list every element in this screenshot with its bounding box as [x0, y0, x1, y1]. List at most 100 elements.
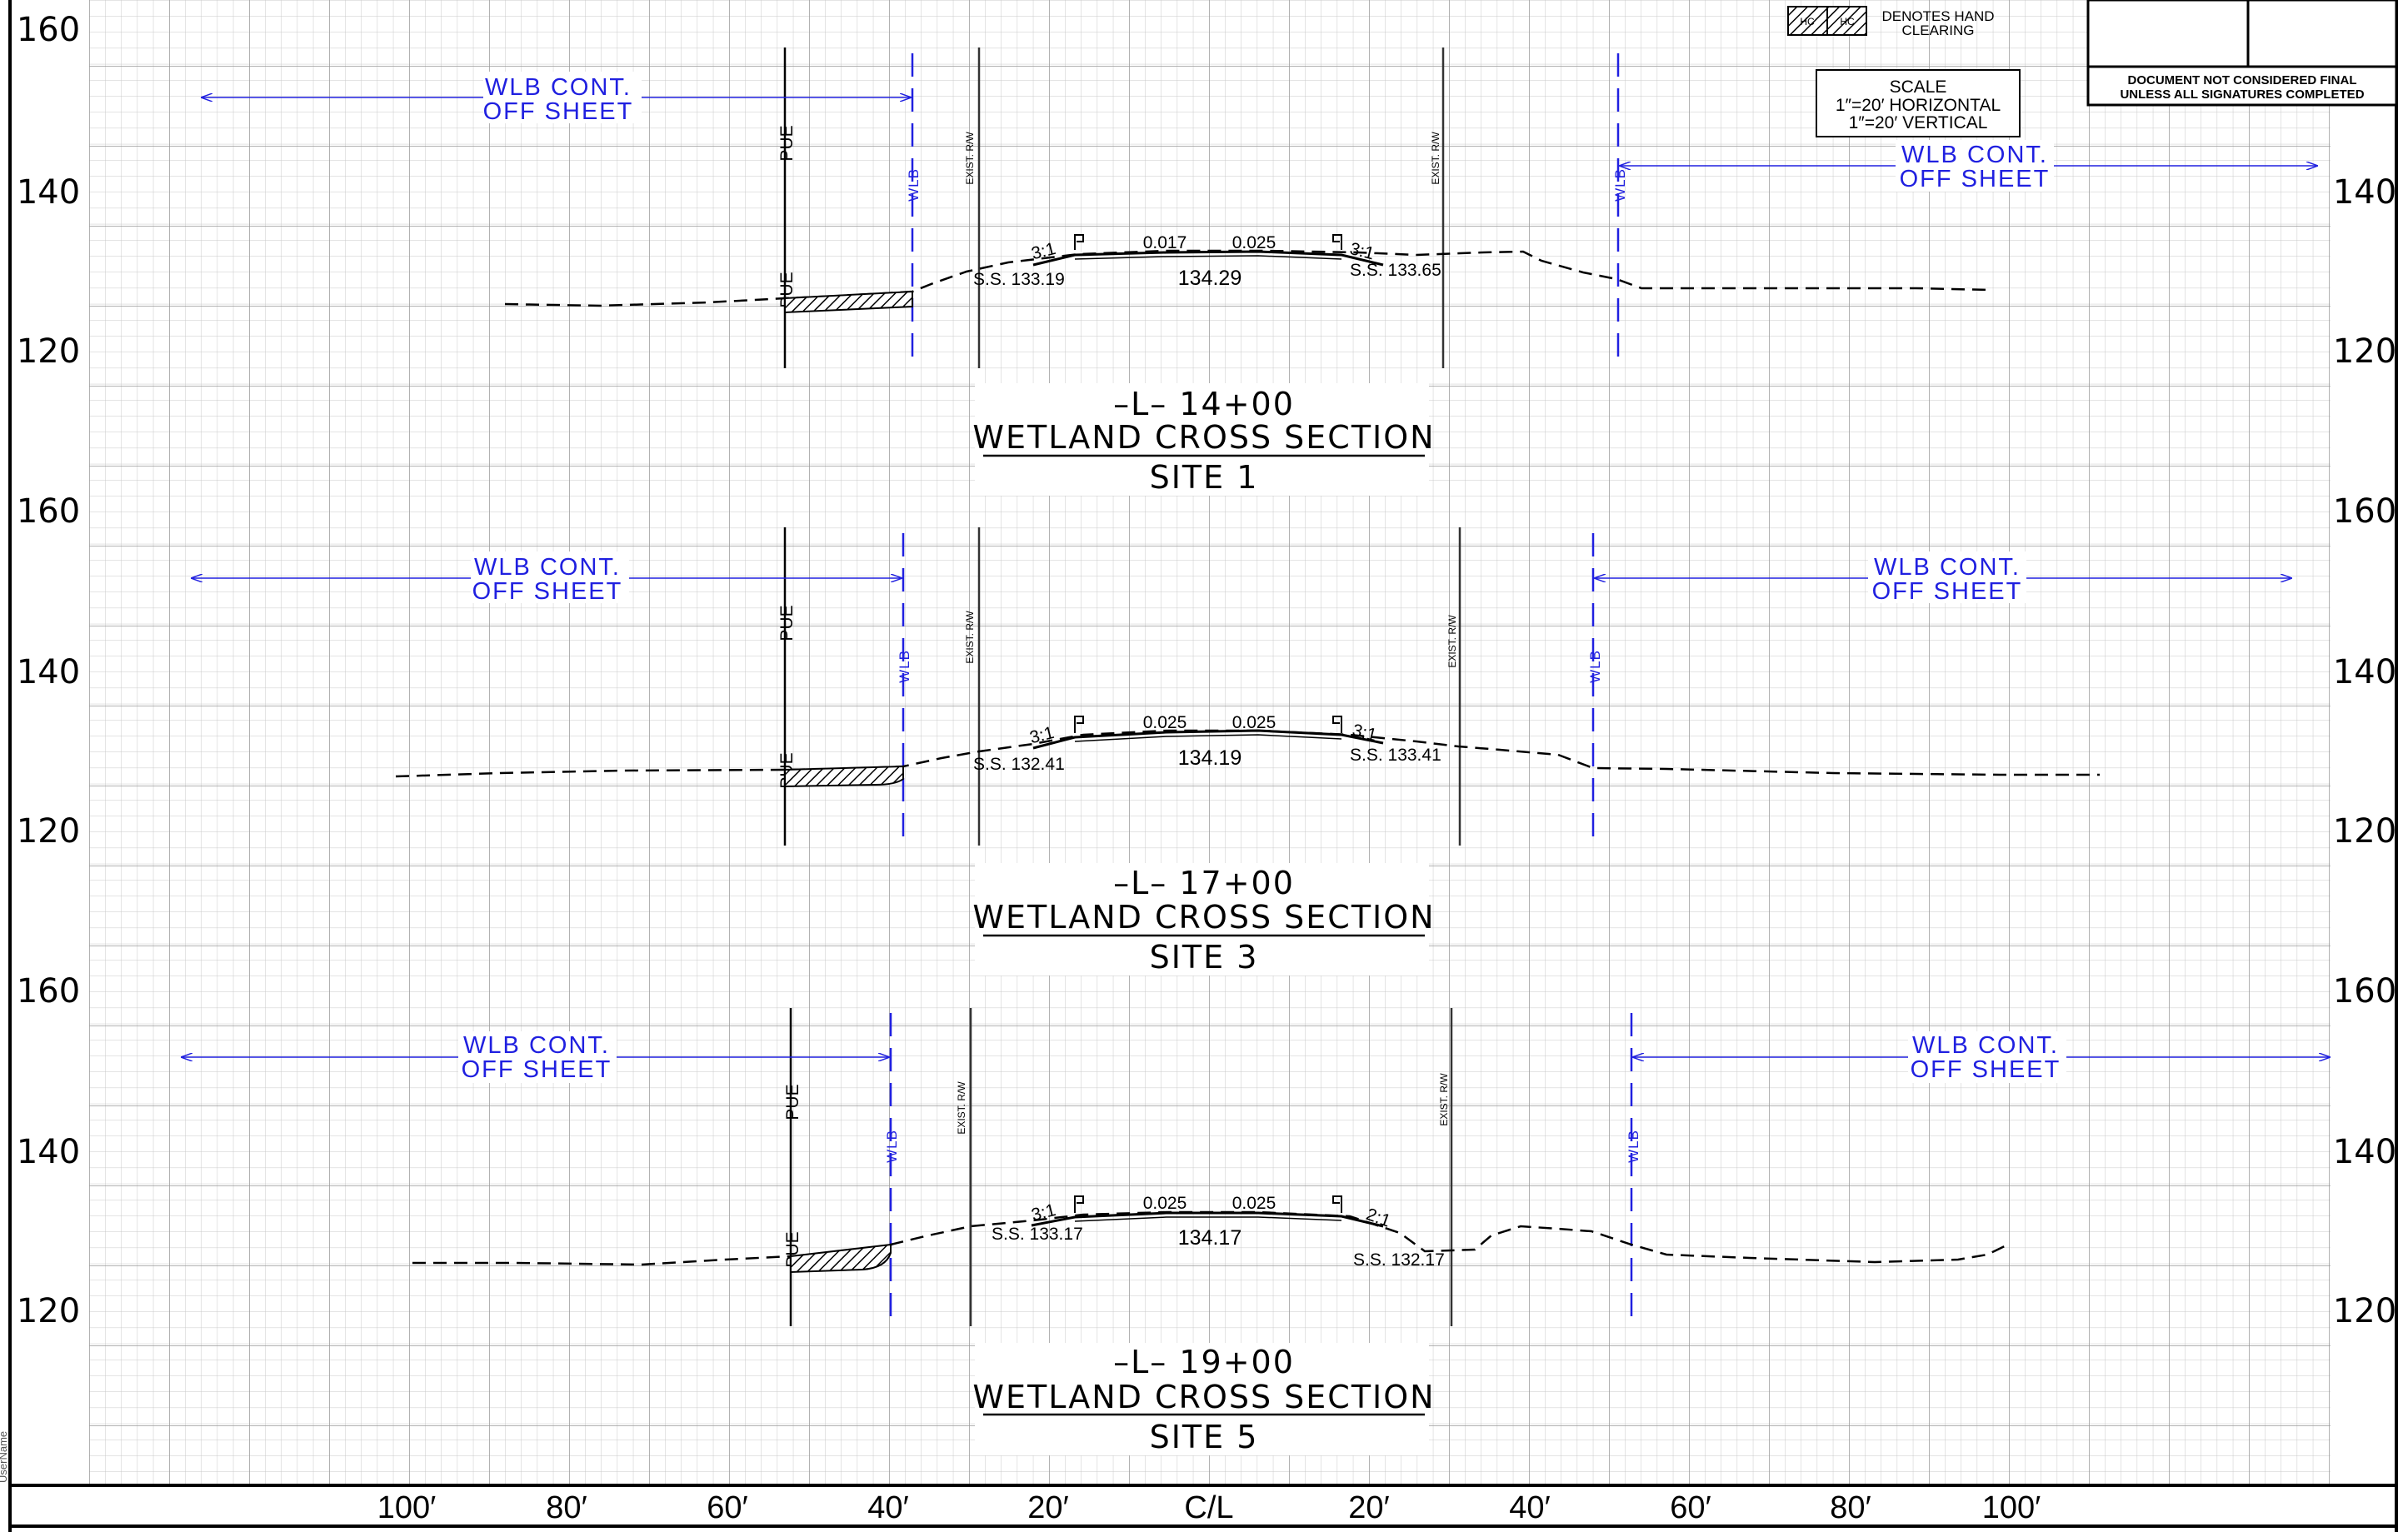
ss-left: S.S. 133.17 [992, 1225, 1083, 1244]
title-block: DOCUMENT NOT CONSIDERED FINAL UNLESS ALL… [2086, 0, 2398, 107]
wlb-cont-right-line1: WLB CONT. [1912, 1032, 2059, 1059]
hand-clearing-legend: HC HC DENOTES HAND CLEARING [1787, 6, 1995, 38]
legend-label-line1: DENOTES HAND [1881, 8, 1994, 24]
elev-label-120-right: 120 [2333, 332, 2396, 371]
elev-label-120-right: 120 [2333, 812, 2396, 851]
site-label: SITE 3 [1150, 939, 1259, 976]
exist-rw-label-right: EXIST. R/W [1430, 132, 1441, 185]
pue-label: PUE [777, 605, 797, 641]
scale-title: SCALE [1890, 77, 1947, 97]
elev-label-140-right: 140 [2333, 1133, 2396, 1171]
title-mask [975, 863, 1429, 976]
scale-horizontal: 1″=20′ HORIZONTAL [1836, 96, 2001, 115]
proposed-pavement-bottom [1074, 1216, 1342, 1222]
final-note-line1: DOCUMENT NOT CONSIDERED FINAL [2128, 73, 2357, 87]
wlb-cont-left-line2: OFF SHEET [472, 578, 623, 605]
elev-label-120-right: 120 [2333, 1292, 2396, 1330]
site-label: SITE 1 [1150, 459, 1259, 496]
elev-label-160: 160 [17, 11, 80, 49]
station-axis: 100′ 80′ 60′ 40′ 20′ C/L 20′ 40′ 60′ 80′… [12, 1487, 2395, 1525]
grade-left: 0.025 [1143, 713, 1187, 732]
elev-label-120: 120 [17, 1292, 80, 1330]
exist-rw-label-left: EXIST. R/W [956, 1081, 967, 1135]
grid-major [89, 0, 2331, 1485]
wlb-cont-right-line2: OFF SHEET [1911, 1056, 2061, 1083]
station-label: –L– 14+00 [1113, 386, 1295, 422]
grade-right: 0.025 [1232, 713, 1276, 732]
wlb-label-left: WLB [897, 650, 912, 683]
hand-clearing-area [784, 765, 904, 788]
hand-clearing-area [790, 1243, 892, 1274]
final-note-line2: UNLESS ALL SIGNATURES COMPLETED [2120, 87, 2364, 102]
elev-label-140-right: 140 [2333, 653, 2396, 691]
scale-vertical: 1″=20′ VERTICAL [1849, 113, 1988, 132]
centerline-elevation: 134.17 [1178, 1226, 1241, 1250]
station-tick: 20′ [1348, 1490, 1389, 1525]
ss-left: S.S. 132.41 [973, 755, 1065, 774]
proposed-roadway-profile [1032, 729, 1384, 750]
edge-of-pavement-flag-right [1332, 1195, 1342, 1213]
ss-right: S.S. 133.65 [1350, 261, 1441, 280]
centerline-elevation: 134.29 [1178, 267, 1241, 290]
cross-section-site-5: 160 160 140 140 120 120 PUE PUE WLB EXIS… [17, 972, 2396, 1455]
section-title: WETLAND CROSS SECTION [972, 899, 1435, 936]
title-mask [975, 1343, 1429, 1455]
legend-hc-left: HC [1800, 16, 1815, 27]
station-tick: 60′ [1670, 1490, 1711, 1525]
wlb-label-right: WLB [1626, 1130, 1641, 1163]
edge-of-pavement-flag-left [1074, 716, 1084, 733]
pue-label: PUE [777, 125, 797, 161]
edge-of-pavement-flag-left [1074, 1195, 1084, 1213]
grade-left: 0.017 [1143, 233, 1187, 252]
proposed-pavement-bottom [1074, 255, 1342, 260]
station-tick: 100′ [1982, 1490, 2041, 1525]
cross-section-site-1: 160 140 120 140 120 PUE PUE WLB EXIST. R… [17, 11, 2396, 496]
station-tick: 40′ [867, 1490, 908, 1525]
wlb-cont-right-line2: OFF SHEET [1872, 578, 2023, 605]
edge-of-pavement-flag-left [1074, 234, 1084, 250]
wlb-cont-right-line1: WLB CONT. [1901, 142, 2048, 168]
cross-section-site-3: 160 160 140 140 120 120 PUE PUE WLB EXIS… [17, 492, 2396, 976]
exist-rw-label-left: EXIST. R/W [964, 132, 976, 185]
ss-right: S.S. 133.41 [1350, 746, 1441, 765]
wlb-label-left: WLB [884, 1130, 900, 1163]
centerline-elevation: 134.19 [1178, 746, 1241, 770]
station-label: –L– 17+00 [1113, 865, 1295, 901]
scale-box: SCALE 1″=20′ HORIZONTAL 1″=20′ VERTICAL [1816, 69, 2021, 137]
section-title: WETLAND CROSS SECTION [972, 419, 1435, 456]
wlb-cont-left-line1: WLB CONT. [485, 74, 632, 101]
user-stamp: UserName [0, 1431, 9, 1483]
wlb-cont-mask-left [471, 551, 629, 603]
station-tick: 80′ [1830, 1490, 1871, 1525]
site-label: SITE 5 [1150, 1419, 1259, 1455]
existing-ground-profile [504, 249, 1992, 307]
wlb-cont-right-line2: OFF SHEET [1900, 166, 2051, 192]
proposed-roadway-profile [1032, 250, 1384, 267]
station-tick: 100′ [377, 1490, 437, 1525]
edge-of-pavement-flag-right [1332, 234, 1342, 250]
station-tick: 60′ [707, 1490, 747, 1525]
wlb-cont-mask-left [483, 72, 642, 123]
wlb-cont-left-line1: WLB CONT. [463, 1032, 610, 1059]
elev-label-140: 140 [17, 1133, 80, 1171]
station-tick-centerline: C/L [1184, 1490, 1233, 1525]
wlb-cont-left-line1: WLB CONT. [474, 554, 621, 581]
edge-of-pavement-flag-right [1332, 716, 1342, 733]
wlb-label-left: WLB [906, 168, 922, 202]
exist-rw-label-right: EXIST. R/W [1446, 615, 1458, 668]
grade-right: 0.025 [1232, 233, 1276, 252]
wlb-label-right: WLB [1587, 650, 1603, 683]
grade-right: 0.025 [1232, 1194, 1276, 1213]
station-tick: 80′ [546, 1490, 587, 1525]
wlb-cont-mask-right [1896, 140, 2054, 192]
elev-label-160: 160 [17, 492, 80, 531]
wlb-cont-right-line1: WLB CONT. [1874, 554, 2021, 581]
elev-label-120: 120 [17, 332, 80, 371]
wlb-cont-mask-left [458, 1031, 617, 1083]
exist-rw-label-right: EXIST. R/W [1438, 1073, 1450, 1126]
ss-left: S.S. 133.19 [973, 270, 1065, 289]
elev-label-140-right: 140 [2333, 173, 2396, 212]
section-title: WETLAND CROSS SECTION [972, 1379, 1435, 1415]
wlb-label-right: WLB [1612, 168, 1628, 202]
